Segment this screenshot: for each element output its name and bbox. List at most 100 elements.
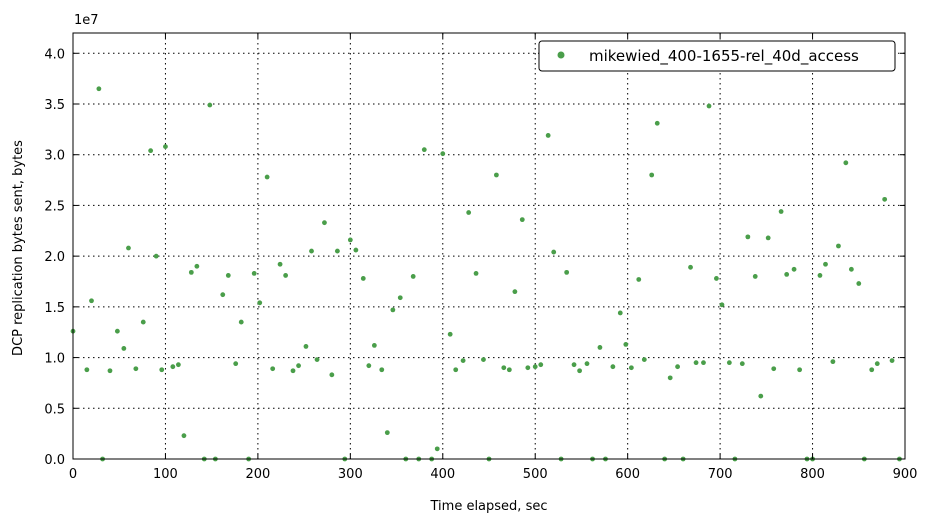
x-tick-label: 200: [245, 467, 270, 482]
data-point: [434, 446, 440, 452]
data-point: [264, 174, 270, 180]
data-point: [512, 289, 518, 295]
data-point: [719, 302, 725, 308]
x-axis-label: Time elapsed, sec: [430, 499, 548, 514]
data-point: [390, 307, 396, 313]
data-point: [693, 360, 699, 366]
data-point: [610, 364, 616, 370]
data-point: [329, 372, 335, 378]
data-point: [410, 274, 416, 279]
data-point: [473, 270, 479, 276]
data-point: [538, 362, 544, 368]
data-point: [778, 209, 784, 214]
data-point: [501, 365, 507, 371]
data-point: [238, 319, 244, 325]
data-point: [714, 276, 719, 281]
data-point: [107, 368, 113, 374]
data-point: [823, 261, 828, 267]
y-tick-label: 0.0: [44, 453, 65, 468]
data-point: [251, 270, 257, 276]
axis-ticks: 0 100 200 300 400 500 600 700 800 900 0.0 0.5 1.0 1.5…: [44, 33, 917, 482]
data-point: [765, 235, 771, 241]
data-point: [641, 357, 647, 362]
data-point: [133, 366, 139, 372]
y-axis-label: DCP replication bytes sent, bytes: [11, 140, 26, 356]
data-point: [745, 234, 751, 240]
data-point: [159, 367, 165, 373]
x-tick-label: 0: [69, 467, 77, 482]
data-point: [181, 433, 187, 439]
data-point: [257, 300, 263, 306]
x-tick-label: 400: [430, 467, 455, 482]
data-point: [290, 368, 296, 374]
data-point: [353, 247, 359, 253]
data-point: [175, 362, 181, 368]
data-point: [460, 358, 466, 364]
grid: [73, 33, 905, 459]
data-point: [220, 292, 226, 298]
y-tick-label: 2.0: [44, 250, 65, 265]
data-point: [701, 360, 706, 366]
data-point: [96, 86, 102, 92]
legend-label: mikewied_400-1655-rel_40d_access: [589, 47, 859, 66]
y-tick-label: 1.0: [44, 352, 65, 367]
data-point: [667, 375, 673, 381]
data-point: [194, 263, 200, 269]
data-point: [752, 274, 758, 279]
data-point: [84, 367, 90, 373]
data-point: [277, 261, 283, 267]
x-tick-label: 700: [708, 467, 733, 482]
data-point: [519, 217, 525, 223]
data-point: [188, 269, 194, 275]
data-point: [577, 368, 582, 374]
y-tick-label: 3.0: [44, 149, 65, 164]
data-point: [551, 249, 557, 255]
data-point: [153, 253, 159, 259]
data-point: [114, 328, 120, 334]
data-point: [148, 148, 154, 154]
data-point: [334, 248, 340, 254]
data-point: [170, 364, 176, 370]
data-point: [584, 361, 590, 367]
data-point: [571, 362, 577, 368]
data-point: [797, 367, 803, 373]
data-point: [493, 172, 499, 178]
data-point: [830, 359, 836, 365]
data-point: [889, 358, 895, 364]
data-point: [817, 273, 823, 278]
data-point: [628, 365, 634, 371]
x-tick-label: 900: [893, 467, 918, 482]
data-point: [869, 367, 875, 373]
data-point: [303, 344, 309, 349]
data-point: [882, 196, 888, 202]
data-point: [283, 273, 289, 278]
x-tick-label: 500: [523, 467, 548, 482]
data-point: [784, 272, 790, 277]
data-point: [360, 276, 366, 281]
data-point: [532, 364, 538, 370]
data-point: [623, 341, 629, 347]
data-point: [771, 366, 777, 372]
data-point: [597, 345, 603, 350]
data-points: [70, 86, 902, 462]
y-tick-label: 1.5: [44, 301, 65, 316]
data-point: [309, 248, 314, 254]
data-point: [366, 363, 372, 369]
data-point: [233, 361, 239, 367]
data-point: [270, 366, 276, 372]
data-point: [225, 273, 231, 278]
plot-frame: [72, 32, 906, 460]
data-point: [314, 357, 320, 362]
y-tick-label: 0.5: [44, 402, 65, 417]
data-point: [649, 172, 655, 178]
data-point: [296, 363, 301, 369]
data-point: [791, 266, 797, 272]
data-point: [843, 160, 849, 166]
data-point: [89, 298, 94, 304]
x-tick-label: 100: [153, 467, 178, 482]
data-point: [121, 346, 127, 351]
data-point: [207, 102, 213, 108]
data-point: [347, 237, 353, 243]
x-tick-label: 300: [338, 467, 363, 482]
